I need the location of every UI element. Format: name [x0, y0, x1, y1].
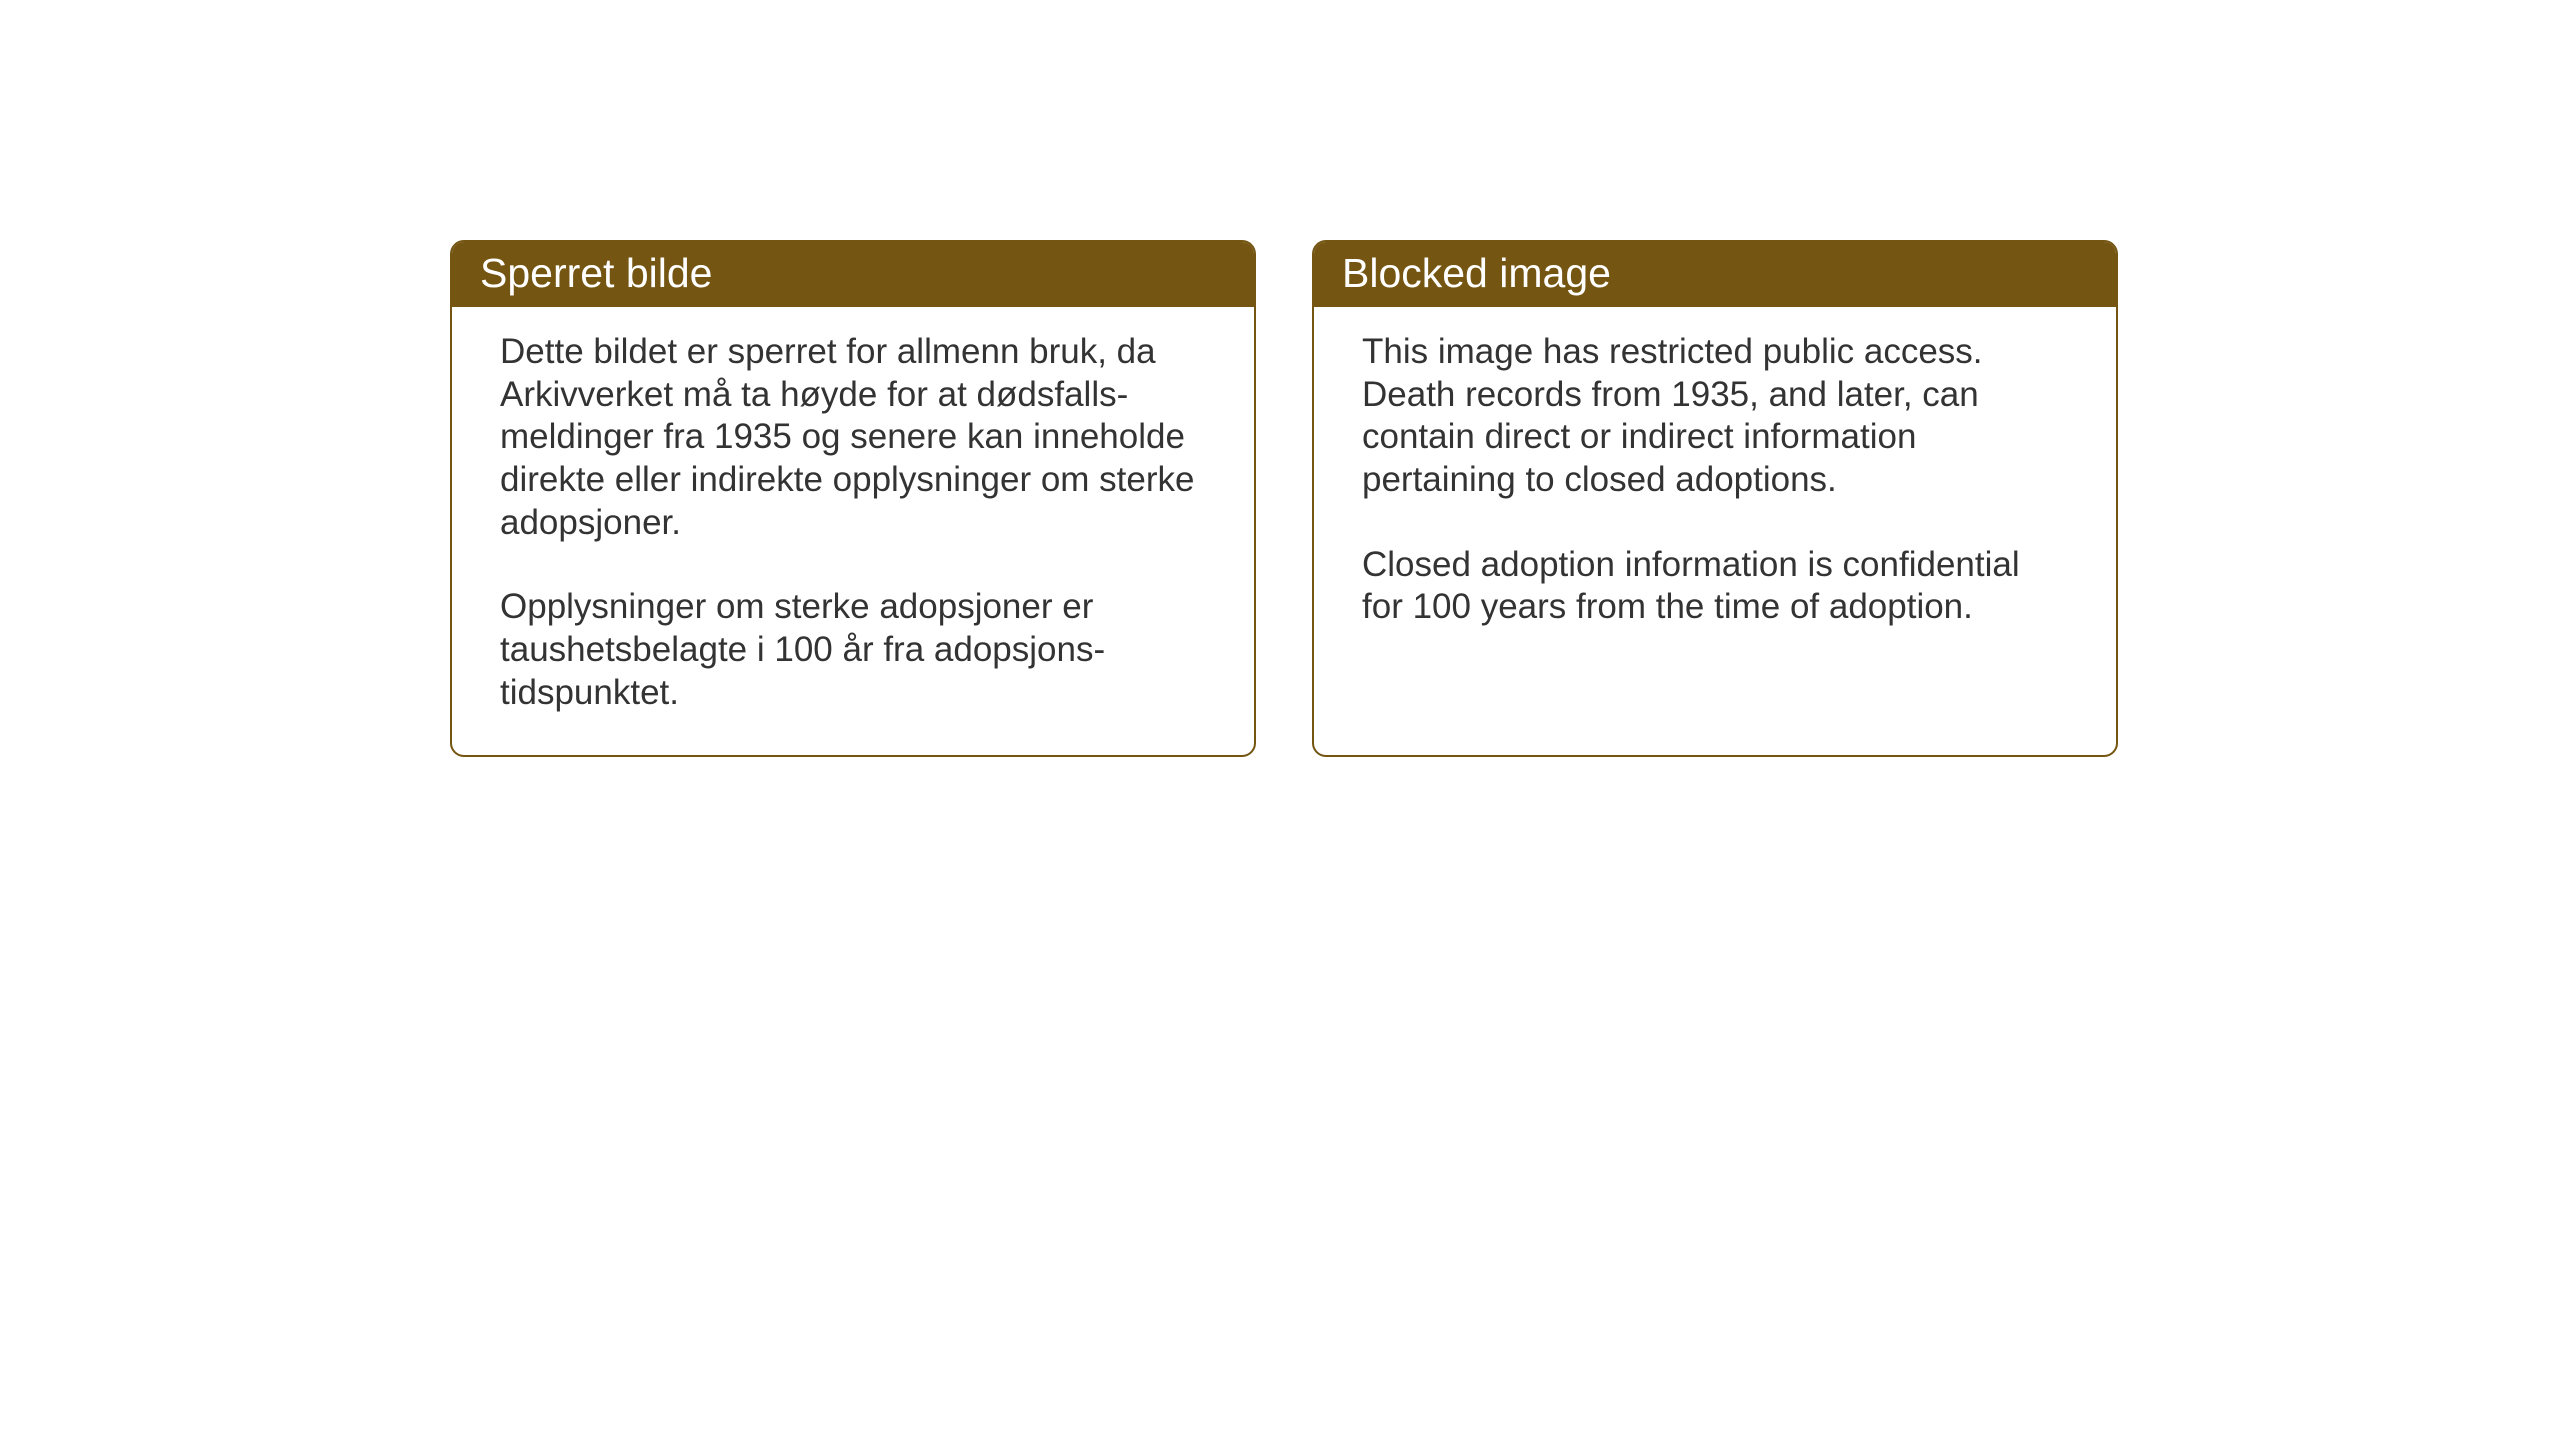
notice-container: Sperret bilde Dette bildet er sperret fo… [450, 240, 2118, 757]
notice-paragraph: This image has restricted public access.… [1362, 331, 2068, 502]
notice-box-english: Blocked image This image has restricted … [1312, 240, 2118, 757]
notice-paragraph: Dette bildet er sperret for allmenn bruk… [500, 331, 1206, 544]
notice-body: This image has restricted public access.… [1314, 307, 2116, 669]
notice-box-norwegian: Sperret bilde Dette bildet er sperret fo… [450, 240, 1256, 757]
notice-header: Blocked image [1314, 242, 2116, 307]
notice-paragraph: Closed adoption information is confident… [1362, 544, 2068, 629]
notice-body: Dette bildet er sperret for allmenn bruk… [452, 307, 1254, 755]
notice-header: Sperret bilde [452, 242, 1254, 307]
notice-paragraph: Opplysninger om sterke adopsjoner er tau… [500, 586, 1206, 714]
